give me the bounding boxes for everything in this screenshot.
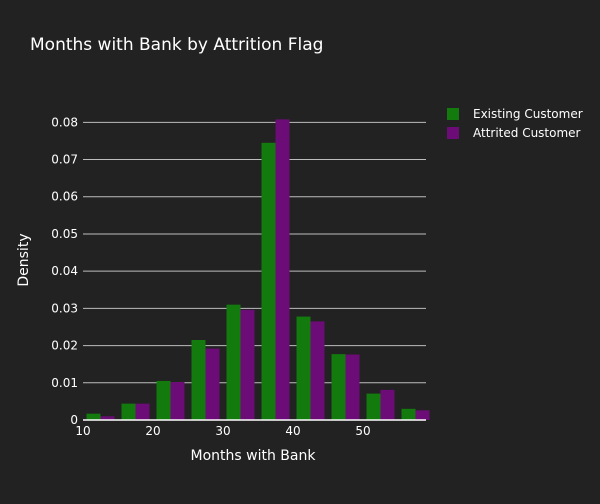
bar-existing-customer [121,403,136,420]
bar-existing-customer [191,340,206,420]
bar-existing-customer [331,354,346,420]
bar-existing-customer [86,413,101,420]
gridlines [83,121,426,384]
legend-swatch [447,108,459,120]
bar-attrited-customer [205,348,220,420]
axes: 0 0.01 0.02 0.03 0.04 0.05 0.06 0.07 0.08 10 20 30 4… [51,115,426,438]
bar-existing-customer [366,393,381,420]
bar-attrited-customer [380,389,395,420]
bar-attrited-customer [170,382,185,420]
chart-title: Months with Bank by Attrition Flag [30,35,323,55]
bar-existing-customer [261,142,276,421]
y-tick-label: 0.01 [51,376,78,390]
legend-item-label: Existing Customer [473,107,583,121]
bar-existing-customer [156,380,171,420]
bar-attrited-customer [100,416,115,420]
bar-existing-customer [401,408,416,420]
x-tick-label: 20 [145,424,160,438]
legend-item-label: Attrited Customer [473,126,581,140]
bar-attrited-customer [275,119,290,420]
y-tick-label: 0.04 [51,264,78,278]
y-tick-label: 0 [70,413,78,427]
y-tick-label: 0.05 [51,227,78,241]
y-tick-label: 0.02 [51,339,78,353]
y-tick-label: 0.06 [51,190,78,204]
bar-attrited-customer [135,403,150,420]
x-axis-title: Months with Bank [191,448,317,464]
x-tick-label: 40 [285,424,300,438]
legend-swatch [447,127,459,139]
y-tick-label: 0.07 [51,153,78,167]
x-tick-label: 30 [215,424,230,438]
legend[interactable]: Existing Customer Attrited Customer [447,107,583,140]
bar-attrited-customer [240,309,255,420]
y-tick-label: 0.03 [51,301,78,315]
x-tick-label: 50 [355,424,370,438]
bars [86,119,430,421]
bar-attrited-customer [310,321,325,420]
y-tick-label: 0.08 [51,115,78,129]
bar-attrited-customer [345,354,360,420]
bar-existing-customer [226,304,241,420]
bar-attrited-customer [415,410,430,420]
y-axis-title: Density [16,233,32,286]
bar-existing-customer [296,316,311,420]
x-tick-label: 10 [75,424,90,438]
